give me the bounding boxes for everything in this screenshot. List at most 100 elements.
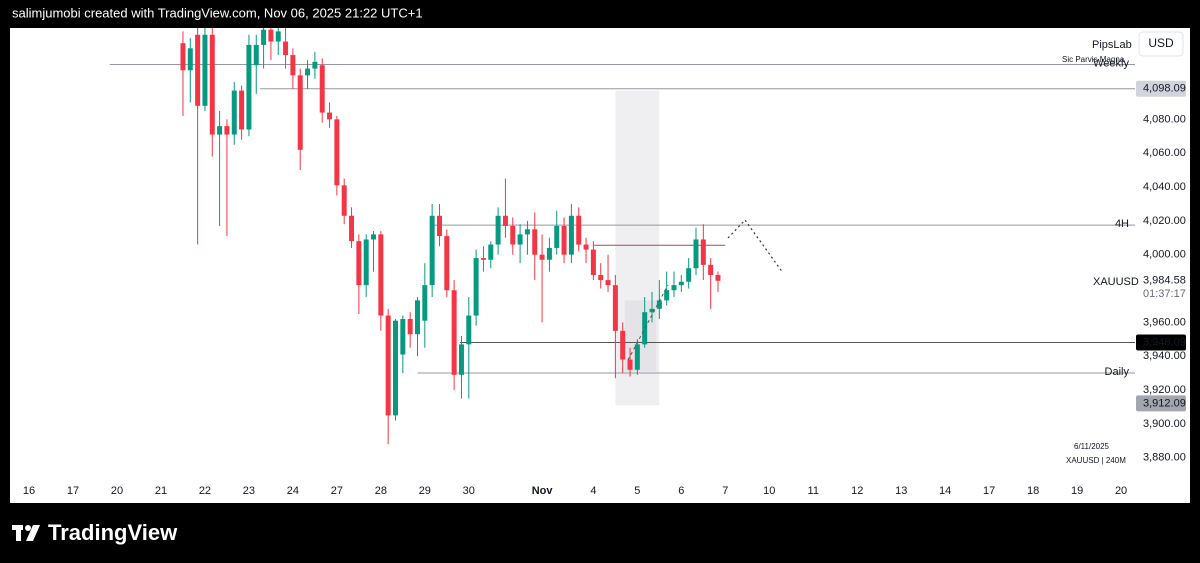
candle-body (634, 344, 640, 370)
candle-body (554, 225, 560, 248)
candle-body (671, 285, 677, 291)
x-tick-label: 6 (678, 485, 684, 497)
header: salimjumobi created with TradingView.com… (12, 5, 423, 20)
candle-body (275, 31, 281, 42)
candle-body (495, 215, 501, 245)
x-tick-label: 30 (463, 485, 475, 497)
trend-line (627, 284, 669, 361)
x-tick-label: 28 (375, 485, 387, 497)
watermark-title: PipsLab (1092, 39, 1132, 51)
price-box (1136, 395, 1186, 412)
candle-body (246, 44, 252, 130)
x-tick-label: 17 (983, 485, 995, 497)
candle-body (546, 247, 552, 260)
candle-body (202, 34, 208, 106)
candle-body (422, 285, 428, 321)
candle-body (349, 215, 355, 242)
price-box (1136, 334, 1186, 351)
candle-body (356, 241, 362, 286)
candle-body (502, 215, 508, 226)
x-tick-label: 18 (1027, 485, 1039, 497)
x-tick-label: 5 (634, 485, 640, 497)
price-label: 3,912.09 (1143, 397, 1186, 409)
candle-body (642, 312, 648, 345)
candle-body (561, 225, 567, 255)
candle-body (686, 268, 692, 282)
candle-body (708, 264, 714, 275)
x-tick-label: 20 (1115, 485, 1127, 497)
last-price: 3,984.58 (1143, 275, 1186, 287)
currency-button[interactable] (1138, 31, 1184, 57)
candle-body (385, 315, 391, 416)
brand-logo (12, 525, 40, 541)
candle-body (620, 330, 626, 360)
candle-body (341, 185, 347, 216)
countdown: 01:37:17 (1143, 288, 1186, 300)
x-tick-label: 11 (808, 485, 819, 497)
x-tick-label: 4 (590, 485, 596, 497)
candle-body (414, 300, 420, 335)
y-tick-label: 3,900.00 (1143, 418, 1186, 430)
candle-body (393, 320, 399, 416)
candle-body (436, 215, 442, 237)
candle-body (327, 112, 333, 120)
candle-body (664, 290, 670, 301)
candle-body (334, 119, 340, 186)
candle-body (605, 280, 611, 286)
candle-body (715, 274, 721, 281)
plot (28, 28, 1138, 480)
x-tick-label: Nov (532, 485, 554, 497)
level-name: 4H (1115, 218, 1129, 230)
candle-body (429, 215, 435, 286)
y-tick-label: 3,960.00 (1143, 316, 1186, 328)
candle-body (532, 229, 538, 255)
x-tick-label: 13 (895, 485, 907, 497)
candle-body (510, 225, 516, 245)
y-tick-label: 4,060.00 (1143, 147, 1186, 159)
candle-body (700, 239, 706, 265)
brand: TradingView (48, 520, 178, 545)
candle-body (488, 244, 494, 260)
candle-body (319, 65, 325, 113)
currency[interactable]: USD (1148, 36, 1174, 50)
y-tick-label: 3,920.00 (1143, 384, 1186, 396)
candle-body (458, 344, 464, 375)
price-label: 3,948.09 (1143, 336, 1186, 348)
price-box (1136, 80, 1186, 97)
candle-body (451, 290, 457, 375)
level-name: Daily (1105, 366, 1130, 378)
candle-body (195, 34, 201, 106)
x-tick-label: 19 (1071, 485, 1083, 497)
candle-body (649, 308, 655, 313)
x-tick-label: 12 (851, 485, 863, 497)
candle-body (524, 229, 530, 235)
x-tick-label: 29 (419, 485, 431, 497)
candle-body (568, 215, 574, 255)
x-tick-label: 22 (199, 485, 211, 497)
x-tick-label: 16 (23, 485, 35, 497)
candle-body (268, 29, 274, 42)
candle-body (400, 318, 406, 355)
candle-body (217, 126, 223, 135)
y-tick-label: 3,940.00 (1143, 350, 1186, 362)
candle-body (612, 285, 618, 331)
candle-body (297, 75, 303, 150)
candle-body (517, 234, 523, 245)
footnote-date: 6/11/2025 (1074, 442, 1110, 451)
candle-body (261, 29, 267, 45)
candle-body (253, 44, 259, 66)
candle-body (576, 215, 582, 245)
x-tick-label: 21 (155, 485, 167, 497)
x-tick-label: 17 (67, 485, 79, 497)
y-tick-label: 4,040.00 (1143, 181, 1186, 193)
candle-body (583, 244, 589, 250)
y-tick-label: 4,020.00 (1143, 215, 1186, 227)
candle-body (678, 281, 684, 286)
candle-body (378, 234, 384, 316)
y-tick-label: 3,880.00 (1143, 452, 1186, 464)
x-tick-label: 24 (287, 485, 299, 497)
candle-body (180, 43, 186, 71)
x-tick-label: 14 (939, 485, 951, 497)
